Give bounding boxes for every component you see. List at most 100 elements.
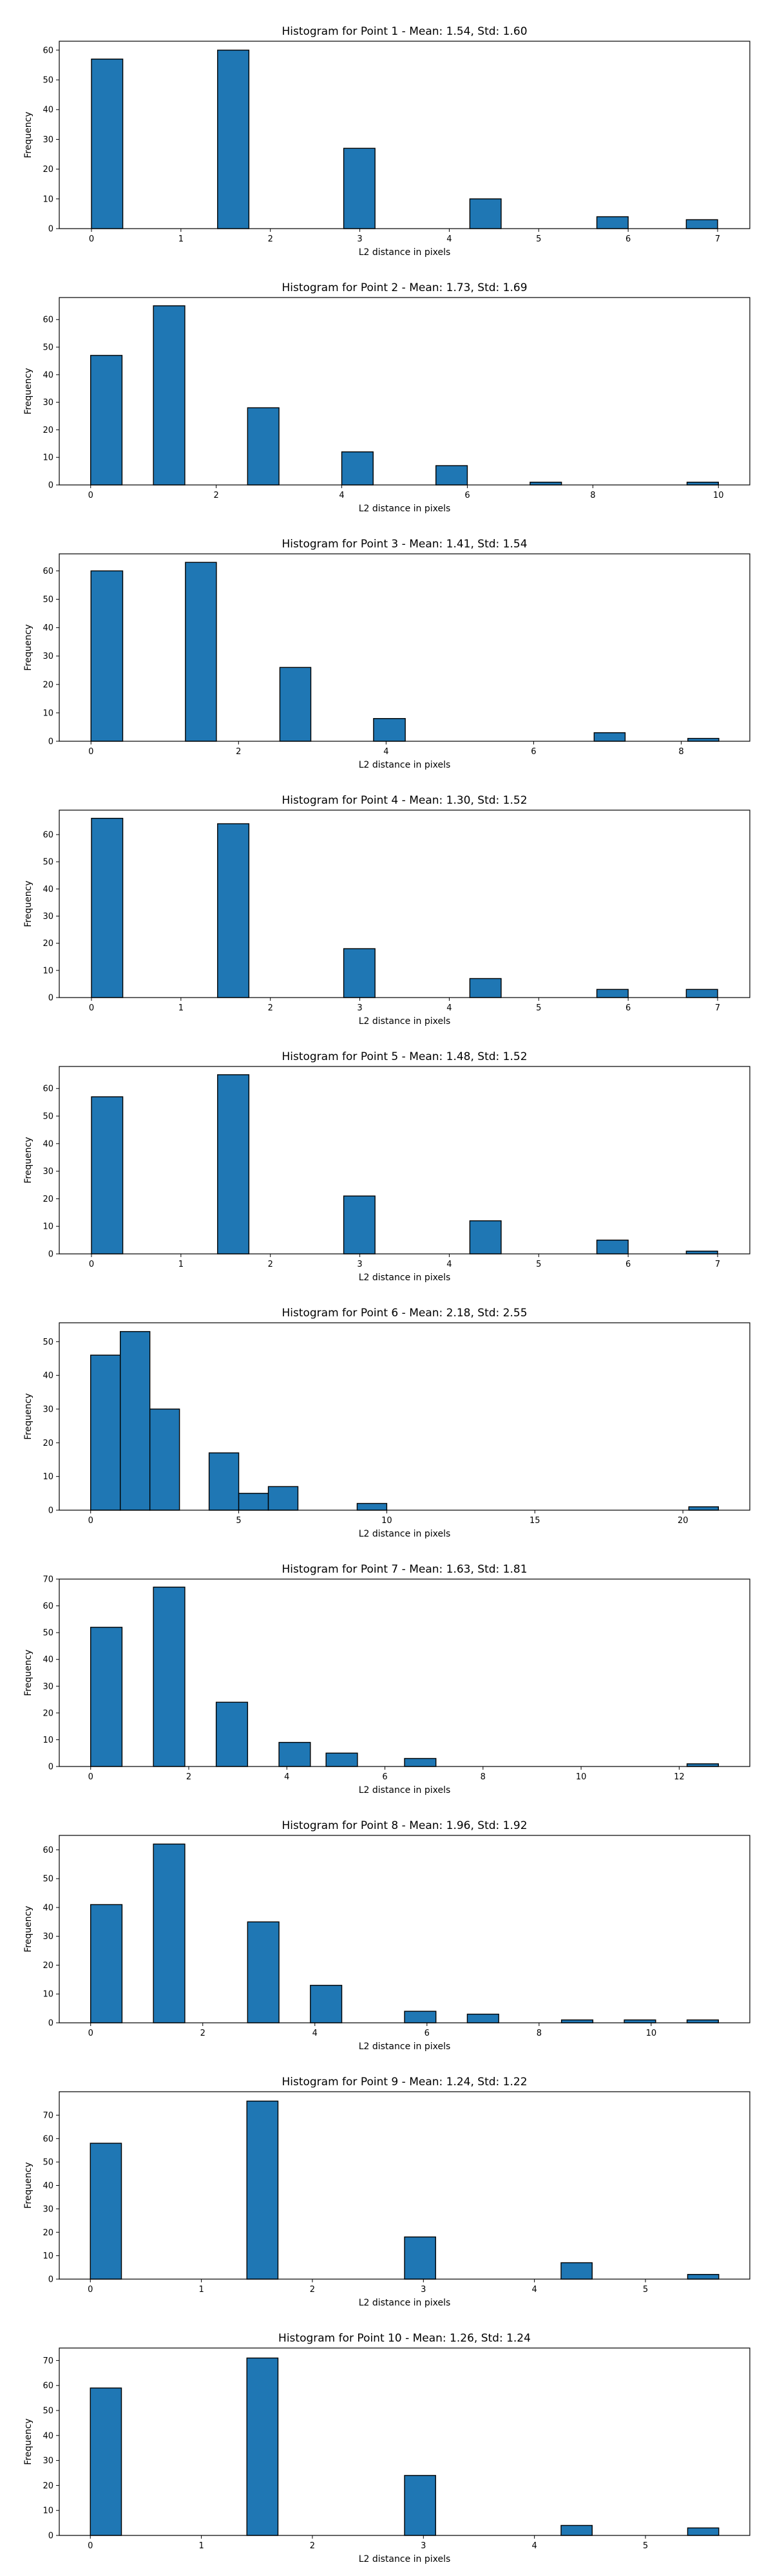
y-tick-label: 10 xyxy=(43,453,53,463)
x-tick-label: 10 xyxy=(576,1772,587,1782)
y-tick-label: 50 xyxy=(43,595,53,605)
y-tick-label: 30 xyxy=(43,135,53,145)
histogram-bar xyxy=(149,1408,180,1511)
plot-frame xyxy=(59,1835,750,2023)
histogram-bar xyxy=(373,718,406,742)
histogram-bar xyxy=(238,1493,269,1511)
y-tick-label: 70 xyxy=(43,2356,53,2366)
x-tick-label: 4 xyxy=(383,747,388,757)
y-tick-label: 50 xyxy=(43,343,53,353)
y-tick-label: 50 xyxy=(43,2407,53,2416)
histogram-bar xyxy=(469,198,502,229)
y-tick-label: 60 xyxy=(43,2134,53,2144)
x-tick-label: 4 xyxy=(446,234,452,244)
histogram-bar xyxy=(208,1452,240,1511)
x-tick-label: 2 xyxy=(186,1772,191,1782)
x-axis-label: L2 distance in pixels xyxy=(359,1273,451,1283)
y-tick-label: 0 xyxy=(48,2019,53,2029)
y-axis-label: Frequency xyxy=(23,111,33,158)
y-axis-label: Frequency xyxy=(23,1393,33,1439)
histogram-bar xyxy=(685,989,718,998)
histogram-bar xyxy=(325,1752,358,1767)
y-tick-label: 30 xyxy=(43,398,53,408)
histogram-bar xyxy=(593,732,626,742)
histogram-bar xyxy=(91,1096,124,1255)
x-tick-label: 5 xyxy=(643,2541,648,2551)
y-tick-label: 60 xyxy=(43,46,53,55)
y-tick-label: 30 xyxy=(43,1932,53,1942)
histogram-bar xyxy=(343,147,376,229)
x-tick-label: 4 xyxy=(339,491,344,500)
histogram-bar xyxy=(687,737,720,742)
x-tick-label: 0 xyxy=(88,1772,93,1782)
histogram-bar xyxy=(466,2013,499,2023)
plot-frame xyxy=(59,1066,750,1255)
chart-title: Histogram for Point 6 - Mean: 2.18, Std:… xyxy=(282,1307,527,1320)
y-tick-label: 20 xyxy=(43,2228,53,2238)
histogram-bar xyxy=(341,451,374,486)
x-tick-label: 1 xyxy=(178,1260,184,1269)
x-tick-label: 5 xyxy=(536,1260,541,1269)
x-tick-label: 2 xyxy=(310,2285,315,2295)
x-tick-label: 7 xyxy=(715,1003,720,1013)
x-axis-label: L2 distance in pixels xyxy=(359,247,451,258)
x-tick-label: 10 xyxy=(713,491,724,500)
histogram-bar xyxy=(404,2475,436,2536)
x-tick-label: 12 xyxy=(674,1772,685,1782)
x-tick-label: 8 xyxy=(537,2029,542,2038)
histogram-bar xyxy=(685,1251,718,1255)
y-tick-label: 10 xyxy=(43,966,53,976)
x-tick-label: 2 xyxy=(213,491,218,500)
x-tick-label: 6 xyxy=(625,234,631,244)
y-tick-label: 20 xyxy=(43,1195,53,1204)
histogram-bar xyxy=(686,482,719,486)
x-tick-label: 10 xyxy=(646,2029,657,2038)
y-tick-label: 0 xyxy=(48,1250,53,1260)
y-tick-label: 40 xyxy=(43,1371,53,1381)
y-tick-label: 50 xyxy=(43,1629,53,1638)
y-axis-label: Frequency xyxy=(23,2418,33,2465)
y-tick-label: 10 xyxy=(43,2506,53,2516)
y-tick-label: 0 xyxy=(48,994,53,1003)
chart-title: Histogram for Point 10 - Mean: 1.26, Std… xyxy=(278,2332,531,2345)
x-tick-label: 5 xyxy=(536,1003,541,1013)
histogram-bar xyxy=(686,1763,719,1767)
y-tick-label: 50 xyxy=(43,1112,53,1122)
chart-title: Histogram for Point 7 - Mean: 1.63, Std:… xyxy=(282,1563,527,1576)
y-axis-label: Frequency xyxy=(23,2162,33,2208)
x-tick-label: 1 xyxy=(178,1003,184,1013)
y-tick-label: 0 xyxy=(48,2275,53,2285)
x-tick-label: 4 xyxy=(312,2029,318,2038)
x-tick-label: 2 xyxy=(268,234,273,244)
x-axis-label: L2 distance in pixels xyxy=(359,1529,451,1539)
y-tick-label: 20 xyxy=(43,939,53,949)
histogram-bar xyxy=(404,2236,436,2280)
y-tick-label: 40 xyxy=(43,106,53,115)
y-tick-label: 10 xyxy=(43,1990,53,2000)
histogram-bar xyxy=(435,465,468,486)
histogram-bar xyxy=(217,823,250,998)
y-tick-label: 60 xyxy=(43,1846,53,1855)
y-tick-label: 40 xyxy=(43,2431,53,2441)
histogram-bar xyxy=(90,570,124,742)
histogram-bar xyxy=(278,1741,311,1767)
x-tick-label: 0 xyxy=(88,491,93,500)
y-tick-label: 50 xyxy=(43,858,53,867)
histogram-bar xyxy=(310,1985,343,2023)
x-tick-label: 8 xyxy=(590,491,595,500)
x-tick-label: 3 xyxy=(357,1260,362,1269)
x-tick-label: 6 xyxy=(464,491,470,500)
y-tick-label: 40 xyxy=(43,623,53,633)
x-axis-label: L2 distance in pixels xyxy=(359,2298,451,2308)
chart-title: Histogram for Point 4 - Mean: 1.30, Std:… xyxy=(282,794,527,807)
y-tick-label: 0 xyxy=(48,1763,53,1772)
histogram-bar xyxy=(356,1502,388,1511)
x-tick-label: 15 xyxy=(530,1516,540,1526)
x-tick-label: 10 xyxy=(381,1516,392,1526)
x-axis-label: L2 distance in pixels xyxy=(359,1016,451,1027)
x-tick-label: 0 xyxy=(89,234,94,244)
plot-frame xyxy=(59,297,750,486)
x-axis-label: L2 distance in pixels xyxy=(359,2554,451,2564)
y-tick-label: 50 xyxy=(43,2158,53,2168)
